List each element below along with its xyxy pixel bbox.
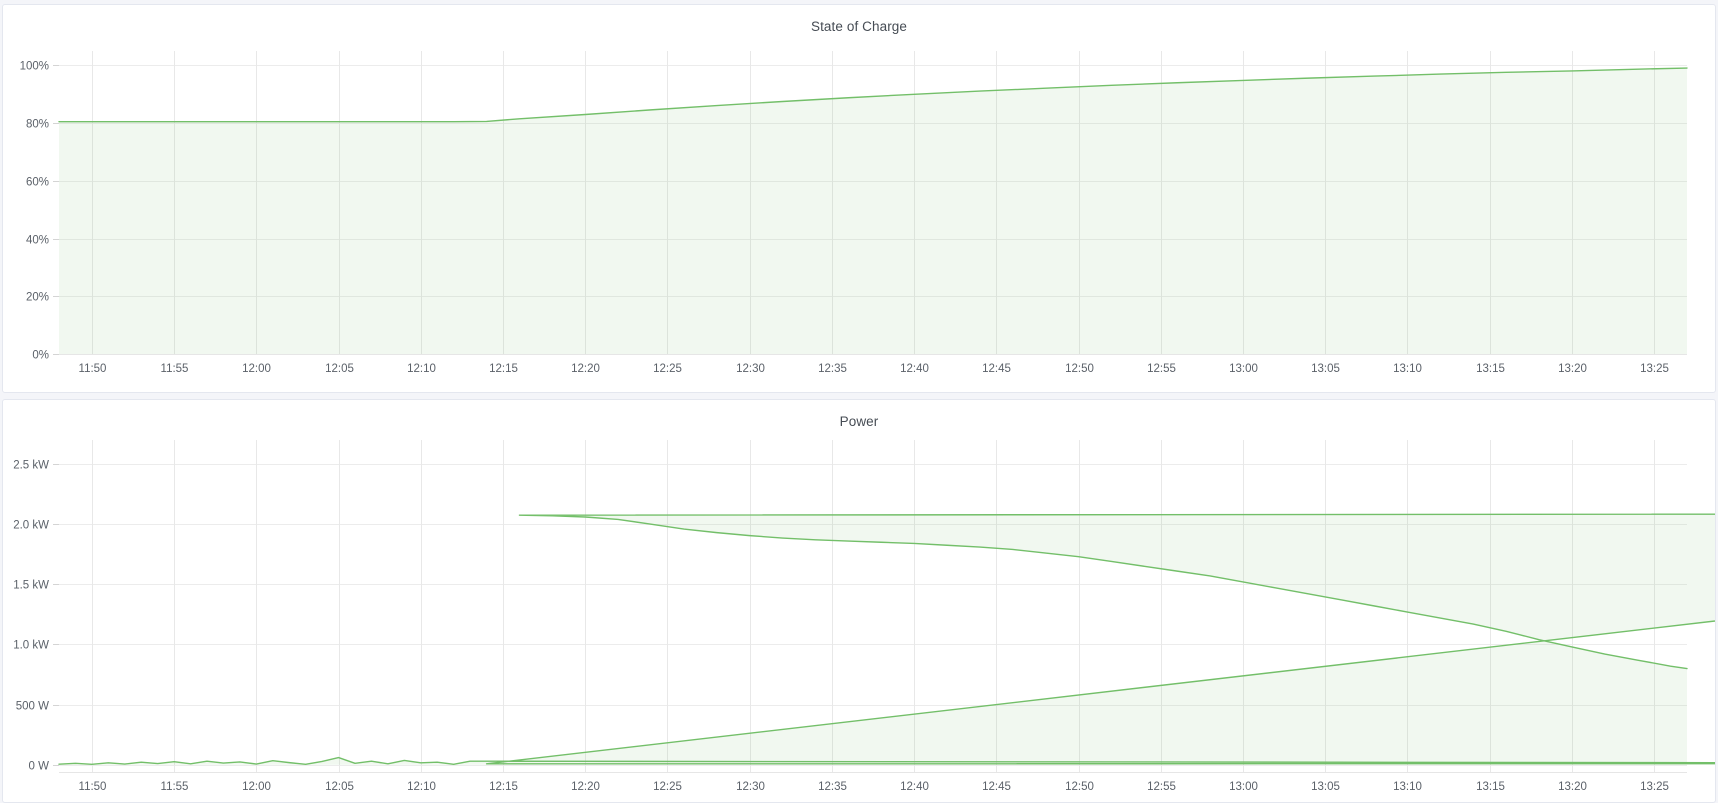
x-axis-tick-label: 12:30 — [736, 363, 765, 375]
x-axis-tick-label: 12:40 — [900, 781, 929, 793]
x-axis-tick-label: 12:45 — [982, 363, 1011, 375]
x-axis-tick-label: 11:50 — [79, 781, 107, 793]
x-axis-tick-label: 11:55 — [161, 781, 189, 793]
series-line[interactable] — [58, 513, 1716, 765]
x-axis-tick-label: 12:45 — [982, 781, 1011, 793]
series-line[interactable] — [58, 67, 1688, 123]
x-axis-tick-label: 12:30 — [736, 781, 765, 793]
y-axis-tick-label: 40% — [26, 235, 49, 247]
x-axis-tick-label: 12:50 — [1065, 781, 1094, 793]
panel-state-of-charge[interactable]: State of Charge 0% 20% 40% 60% 80% 100% 11:50 1… — [2, 4, 1716, 393]
x-axis-tick-label: 13:15 — [1476, 781, 1505, 793]
x-axis-tick-label: 12:20 — [571, 363, 600, 375]
panel-title-power: Power — [839, 414, 879, 429]
x-axis-tick-label: 12:20 — [571, 781, 600, 793]
y-axis-tick-label: 0% — [32, 350, 49, 362]
x-axis-tick-label: 13:10 — [1393, 781, 1422, 793]
x-axis-tick-label: 12:35 — [818, 781, 847, 793]
y-axis-tick-label: 1.0 kW — [13, 640, 49, 652]
y-axis-tick-label: 500 W — [16, 701, 49, 713]
plot-area-state-of-charge[interactable]: 0% 20% 40% 60% 80% 100% 11:50 11:55 12:00 12:05 12… — [3, 35, 1715, 392]
y-axis-tick-label: 80% — [26, 119, 49, 131]
y-axis-tick-label: 0 W — [29, 761, 50, 773]
x-axis-tick-label: 12:10 — [407, 781, 436, 793]
x-axis-tick-label: 12:40 — [900, 363, 929, 375]
x-axis-tick-label: 13:10 — [1393, 363, 1422, 375]
panel-title-state-of-charge: State of Charge — [810, 19, 908, 34]
x-axis-tick-label: 13:00 — [1229, 781, 1258, 793]
x-axis-tick-label: 12:05 — [325, 363, 354, 375]
y-axis-tick-label: 20% — [26, 292, 49, 304]
x-axis-tick-label: 12:00 — [242, 363, 271, 375]
panel-power[interactable]: Power 0 W 500 W 1.0 kW 1.5 kW 2.0 kW 2.5 kW 11… — [2, 399, 1716, 803]
x-axis-tick-label: 12:15 — [489, 363, 518, 375]
plot-area-power[interactable]: 0 W 500 W 1.0 kW 1.5 kW 2.0 kW 2.5 kW 11:50 11:… — [3, 430, 1715, 802]
x-axis-tick-label: 12:05 — [325, 781, 354, 793]
y-axis-tick-label: 60% — [26, 177, 49, 189]
x-axis-tick-label: 13:05 — [1311, 781, 1340, 793]
y-axis-tick-label: 100% — [20, 61, 49, 73]
x-axis-tick-label: 13:05 — [1311, 363, 1340, 375]
x-axis-tick-label: 12:35 — [818, 363, 847, 375]
x-axis-tick-label: 12:50 — [1065, 363, 1094, 375]
chart-state-of-charge[interactable]: 0% 20% 40% 60% 80% 100% 11:50 11:55 12:00 12:05 12… — [3, 35, 1716, 390]
x-axis-tick-label: 12:00 — [242, 781, 271, 793]
series-area-fill — [59, 514, 1715, 765]
y-axis-tick-label: 2.5 kW — [13, 460, 49, 472]
x-axis-tick-label: 13:25 — [1640, 363, 1669, 375]
x-axis-tick-label: 12:55 — [1147, 363, 1176, 375]
x-axis-tick-label: 11:50 — [79, 363, 107, 375]
x-axis-tick-label: 12:55 — [1147, 781, 1176, 793]
y-axis-tick-label: 2.0 kW — [13, 520, 49, 532]
x-axis-tick-label: 13:20 — [1558, 781, 1587, 793]
x-axis-tick-label: 11:55 — [161, 363, 189, 375]
x-axis-tick-label: 13:00 — [1229, 363, 1258, 375]
x-axis-tick-label: 13:20 — [1558, 363, 1587, 375]
y-axis-tick-label: 1.5 kW — [13, 580, 49, 592]
x-axis-tick-label: 13:15 — [1476, 363, 1505, 375]
x-axis-tick-label: 12:25 — [653, 363, 682, 375]
x-axis-tick-label: 13:25 — [1640, 781, 1669, 793]
x-axis-tick-label: 12:25 — [653, 781, 682, 793]
x-axis-tick-label: 12:15 — [489, 781, 518, 793]
chart-power[interactable]: 0 W 500 W 1.0 kW 1.5 kW 2.0 kW 2.5 kW 11:50 11:… — [3, 430, 1716, 802]
series-area-fill — [59, 68, 1687, 354]
x-axis-tick-label: 12:10 — [407, 363, 436, 375]
